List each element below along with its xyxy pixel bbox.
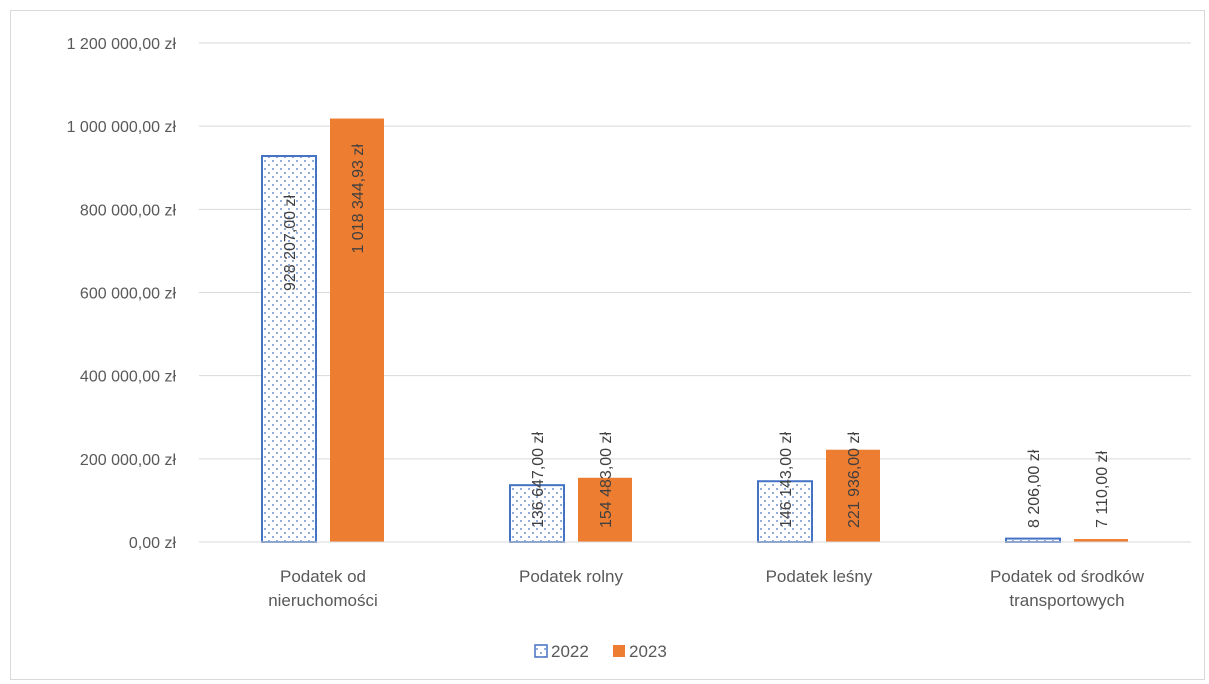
data-labels: 928 207,00 zł 1 018 344,93 zł 136 647,00 z… bbox=[282, 144, 1111, 528]
y-tick-label: 0,00 zł bbox=[129, 535, 177, 552]
category-label: transportowych bbox=[1009, 591, 1124, 610]
bar-2023-1 bbox=[578, 477, 632, 542]
category-label: Podatek leśny bbox=[766, 567, 873, 586]
data-label: 146 143,00 zł bbox=[778, 431, 795, 528]
data-label: 8 206,00 zł bbox=[1026, 449, 1043, 528]
chart-frame: 0,00 zł 200 000,00 zł 400 000,00 zł 600 000… bbox=[10, 10, 1205, 680]
data-label: 136 647,00 zł bbox=[530, 431, 547, 528]
bar-2022-2 bbox=[757, 480, 813, 544]
category-label: Podatek rolny bbox=[519, 567, 623, 586]
data-label: 7 110,00 zł bbox=[1094, 450, 1111, 528]
bar-2023-3 bbox=[1074, 539, 1128, 542]
legend-swatch-2023 bbox=[613, 645, 625, 657]
data-label: 928 207,00 zł bbox=[282, 194, 299, 291]
bar-2022-3 bbox=[1005, 537, 1061, 543]
legend-label-2023: 2023 bbox=[629, 642, 667, 661]
y-tick-label: 1 200 000,00 zł bbox=[67, 36, 177, 53]
category-label: Podatek od bbox=[280, 567, 366, 586]
data-label: 154 483,00 zł bbox=[598, 431, 615, 528]
bar-2023-0 bbox=[330, 118, 384, 542]
legend-swatch-2022 bbox=[534, 644, 548, 658]
y-tick-label: 1 000 000,00 zł bbox=[67, 119, 177, 136]
category-label: nieruchomości bbox=[268, 591, 378, 610]
y-tick-label: 600 000,00 zł bbox=[80, 286, 177, 303]
y-tick-label: 800 000,00 zł bbox=[80, 202, 177, 219]
bars bbox=[261, 118, 1128, 544]
y-axis: 0,00 zł 200 000,00 zł 400 000,00 zł 600 000… bbox=[67, 36, 177, 552]
bar-2023-2 bbox=[826, 449, 880, 542]
legend: 2022 2023 bbox=[534, 642, 667, 661]
legend-label-2022: 2022 bbox=[551, 642, 589, 661]
y-tick-label: 400 000,00 zł bbox=[80, 369, 177, 386]
x-axis: Podatek od nieruchomości Podatek rolny Poda… bbox=[199, 541, 1191, 610]
bar-chart: 0,00 zł 200 000,00 zł 400 000,00 zł 600 000… bbox=[67, 36, 1191, 661]
data-label: 221 936,00 zł bbox=[846, 431, 863, 528]
y-tick-label: 200 000,00 zł bbox=[80, 452, 177, 469]
data-label: 1 018 344,93 zł bbox=[350, 144, 367, 254]
bar-2022-1 bbox=[509, 484, 565, 543]
category-label: Podatek od środków bbox=[990, 567, 1145, 586]
